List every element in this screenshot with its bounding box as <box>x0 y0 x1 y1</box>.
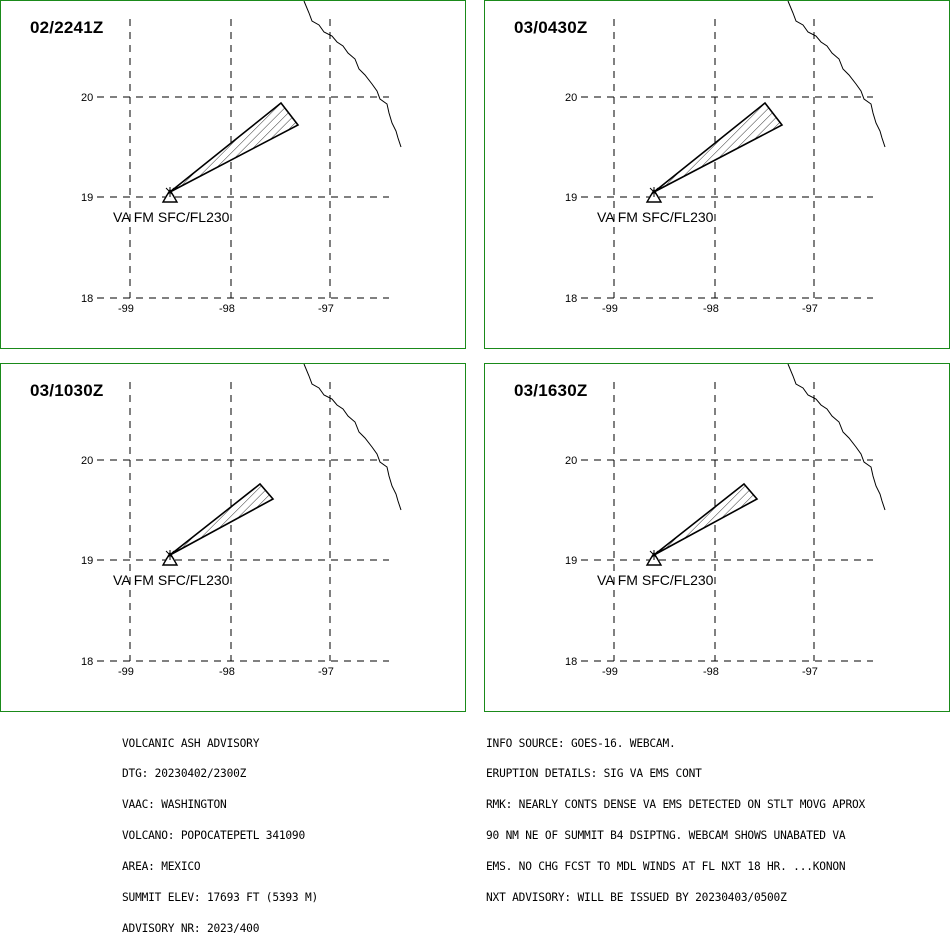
advisory-line: VAAC: WASHINGTON <box>122 798 227 812</box>
lon-tick-label: -99 <box>118 303 134 315</box>
lat-tick-label: 20 <box>565 92 577 104</box>
lon-tick-label: -98 <box>219 666 235 678</box>
panel-time-label: 02/2241Z <box>30 18 104 37</box>
lat-tick-label: 18 <box>81 293 93 305</box>
lon-tick-label: -97 <box>802 666 818 678</box>
forecast-panel-4: 20 19 18 -99 -98 -97 VA FM SFC/FL230 03/1630Z <box>484 363 950 712</box>
va-height-label: VA FM SFC/FL230 <box>113 572 230 588</box>
advisory-line: VOLCANIC ASH ADVISORY <box>122 736 260 750</box>
lat-tick-label: 19 <box>565 555 577 567</box>
eruption-marker-icon <box>165 187 175 197</box>
lat-tick-label: 18 <box>565 293 577 305</box>
panel-time-label: 03/1630Z <box>514 381 588 400</box>
lon-tick-label: -98 <box>219 303 235 315</box>
ash-plume-area <box>653 101 784 193</box>
lat-tick-label: 20 <box>81 92 93 104</box>
ash-plume-area <box>653 482 759 556</box>
eruption-marker-icon <box>649 187 659 197</box>
va-height-label: VA FM SFC/FL230 <box>597 209 714 225</box>
lon-tick-label: -98 <box>703 666 719 678</box>
advisory-line: 90 NM NE OF SUMMIT B4 DSIPTNG. WEBCAM SH… <box>486 829 846 843</box>
eruption-marker-icon <box>649 550 659 560</box>
lon-tick-label: -99 <box>602 303 618 315</box>
va-height-label: VA FM SFC/FL230 <box>113 209 230 225</box>
advisory-line: AREA: MEXICO <box>122 860 201 874</box>
advisory-line: INFO SOURCE: GOES-16. WEBCAM. <box>486 736 676 750</box>
advisory-line: ERUPTION DETAILS: SIG VA EMS CONT <box>486 767 702 781</box>
panel-time-label: 03/1030Z <box>30 381 104 400</box>
lat-tick-label: 20 <box>81 455 93 467</box>
coastline <box>303 1 402 148</box>
advisory-line: SUMMIT ELEV: 17693 FT (5393 M) <box>122 891 319 905</box>
advisory-line: VOLCANO: POPOCATEPETL 341090 <box>122 829 305 843</box>
advisory-details-block: INFO SOURCE: GOES-16. WEBCAM. ERUPTION D… <box>486 718 865 914</box>
lon-tick-label: -97 <box>802 303 818 315</box>
forecast-panel-2: 20 19 18 -99 -98 -97 VA FM SFC/FL230 03/0430Z <box>484 0 950 349</box>
coastline <box>303 364 402 511</box>
lat-tick-label: 18 <box>565 656 577 668</box>
panel-time-label: 03/0430Z <box>514 18 588 37</box>
advisory-line: DTG: 20230402/2300Z <box>122 767 247 781</box>
forecast-panel-3: 20 19 18 -99 -98 -97 VA FM SFC/FL230 03/1030Z <box>0 363 466 712</box>
advisory-line: NXT ADVISORY: WILL BE ISSUED BY 20230403… <box>486 891 787 905</box>
ash-plume-area <box>169 101 300 193</box>
advisory-line: RMK: NEARLY CONTS DENSE VA EMS DETECTED … <box>486 798 866 812</box>
lon-tick-label: -99 <box>118 666 134 678</box>
map-canvas-3: 20 19 18 -99 -98 -97 VA FM SFC/FL230 <box>81 364 402 678</box>
lon-tick-label: -99 <box>602 666 618 678</box>
lon-tick-label: -97 <box>318 303 334 315</box>
advisory-header-block: VOLCANIC ASH ADVISORY DTG: 20230402/2300… <box>122 718 318 945</box>
va-height-label: VA FM SFC/FL230 <box>597 572 714 588</box>
map-canvas-4: 20 19 18 -99 -98 -97 VA FM SFC/FL230 <box>565 364 886 678</box>
coastline <box>787 364 886 511</box>
lon-tick-label: -97 <box>318 666 334 678</box>
lat-tick-label: 19 <box>565 192 577 204</box>
lat-tick-label: 19 <box>81 192 93 204</box>
lat-tick-label: 20 <box>565 455 577 467</box>
coastline <box>787 1 886 148</box>
forecast-panel-1: 20 19 18 -99 -98 -97 VA FM SFC/FL230 02/2241Z <box>0 0 466 349</box>
map-canvas-2: 20 19 18 -99 -98 -97 VA FM SFC/FL230 <box>565 1 886 315</box>
lat-tick-label: 19 <box>81 555 93 567</box>
lat-tick-label: 18 <box>81 656 93 668</box>
ash-plume-area <box>169 482 275 556</box>
lon-tick-label: -98 <box>703 303 719 315</box>
advisory-line: EMS. NO CHG FCST TO MDL WINDS AT FL NXT … <box>486 860 846 874</box>
eruption-marker-icon <box>165 550 175 560</box>
map-canvas-1: 20 19 18 -99 -98 -97 VA FM SFC/FL230 <box>81 1 402 315</box>
advisory-line: ADVISORY NR: 2023/400 <box>122 921 260 935</box>
